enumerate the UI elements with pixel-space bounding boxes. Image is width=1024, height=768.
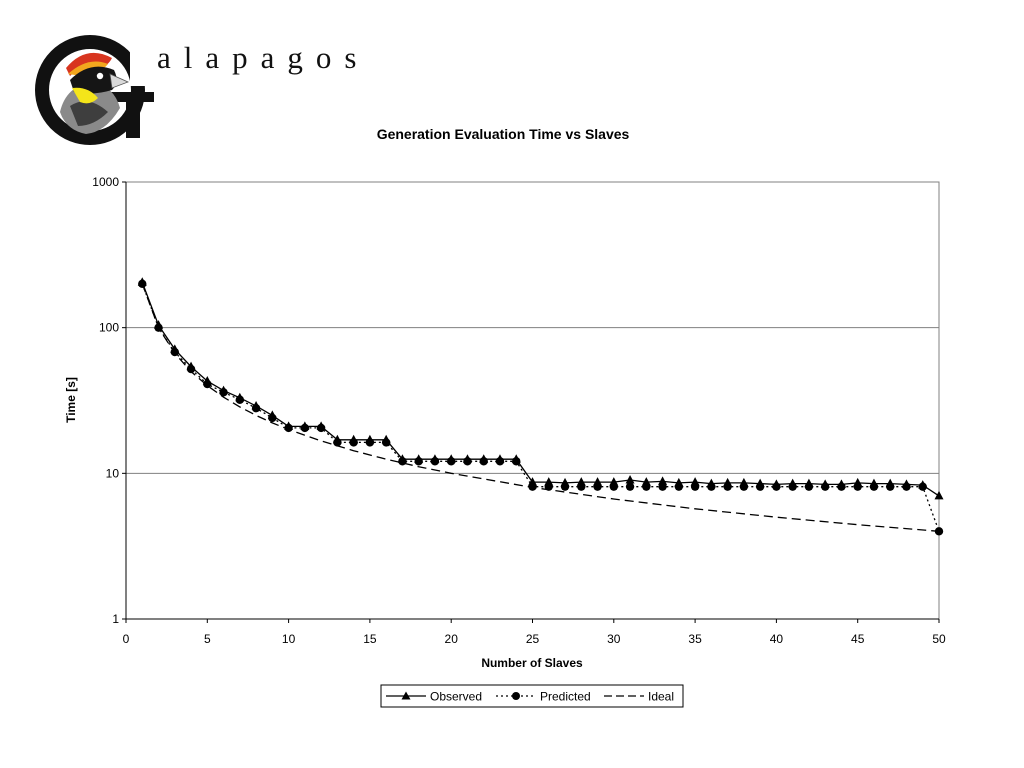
point-observed — [544, 477, 554, 486]
point-observed — [804, 478, 814, 488]
x-axis-label: Number of Slaves — [481, 656, 583, 670]
logo-bird-cheek — [72, 87, 98, 104]
point-observed — [788, 478, 798, 488]
point-observed — [593, 477, 603, 486]
x-tick-label: 25 — [526, 632, 540, 646]
brand-name: alapagos — [157, 40, 370, 75]
logo-g-ring — [35, 35, 145, 145]
point-observed — [137, 277, 147, 286]
x-tick-label: 15 — [363, 632, 377, 646]
point-predicted — [625, 482, 635, 491]
logo-g-bar — [108, 92, 154, 138]
point-observed — [267, 410, 277, 419]
point-observed — [219, 385, 229, 395]
point-observed — [690, 477, 700, 486]
logo-bird-eye — [96, 72, 104, 80]
series-layer — [137, 277, 944, 536]
point-observed — [300, 421, 310, 430]
grid-lines — [126, 327, 939, 474]
point-observed — [901, 479, 911, 488]
point-observed — [869, 478, 879, 488]
point-observed — [609, 477, 619, 486]
x-tick-label: 0 — [123, 632, 130, 646]
point-observed — [560, 477, 570, 487]
x-tick-label: 30 — [607, 632, 621, 646]
point-observed — [625, 474, 635, 484]
point-observed — [235, 392, 245, 402]
point-observed — [365, 434, 375, 444]
x-tick-label: 5 — [204, 632, 211, 646]
point-observed — [446, 454, 456, 463]
point-observed — [641, 477, 651, 486]
point-observed — [755, 478, 765, 488]
point-observed — [853, 477, 863, 487]
point-observed — [462, 454, 472, 463]
series-line-ideal — [141, 283, 940, 532]
x-tick-label: 10 — [282, 632, 296, 646]
point-observed — [202, 376, 212, 385]
point-observed — [723, 477, 733, 487]
chart-title: Generation Evaluation Time vs Slaves — [377, 126, 630, 142]
logo-g-gap — [130, 48, 160, 86]
x-tick-label: 35 — [688, 632, 702, 646]
chart-legend: Observed Predicted Ideal — [380, 684, 684, 708]
point-observed — [154, 320, 164, 329]
legend-marker-observed — [401, 691, 411, 700]
x-tick-label: 45 — [851, 632, 865, 646]
y-tick-label: 100 — [99, 321, 119, 335]
y-axis-ticks: 1 10 100 1000 — [92, 175, 126, 626]
point-observed — [397, 454, 407, 463]
x-tick-label: 40 — [770, 632, 784, 646]
point-observed — [170, 344, 180, 353]
point-predicted — [934, 527, 944, 536]
y-axis-label: Time [s] — [64, 377, 78, 423]
point-observed — [511, 454, 521, 463]
legend-label-predicted: Predicted — [540, 690, 591, 704]
point-observed — [284, 421, 294, 430]
legend-label-observed: Observed — [430, 690, 482, 704]
point-observed — [658, 476, 668, 485]
series-line-predicted — [141, 283, 940, 532]
y-tick-label: 1000 — [92, 175, 119, 189]
point-observed — [186, 361, 196, 371]
point-observed — [381, 434, 391, 444]
x-axis-ticks: 0 5 10 15 20 25 30 35 40 45 50 — [123, 619, 946, 646]
point-observed — [934, 490, 944, 500]
logo-bird-beak — [109, 73, 130, 89]
plot-area-frame — [125, 181, 940, 620]
logo-bird-wing — [70, 101, 108, 126]
legend-label-ideal: Ideal — [648, 690, 674, 704]
point-observed — [836, 479, 846, 488]
x-tick-label: 20 — [445, 632, 459, 646]
point-observed — [430, 454, 440, 463]
point-observed — [576, 477, 586, 486]
point-observed — [414, 454, 424, 463]
legend-marker-predicted — [512, 692, 520, 700]
point-observed — [674, 477, 684, 487]
series-line-observed — [141, 282, 940, 497]
point-observed — [251, 400, 261, 410]
point-observed — [332, 434, 342, 444]
point-observed — [739, 477, 749, 487]
point-observed — [885, 478, 895, 488]
point-observed — [820, 479, 830, 488]
x-tick-label: 50 — [932, 632, 946, 646]
y-tick-label: 1 — [112, 612, 119, 626]
point-observed — [495, 454, 505, 463]
point-observed — [316, 421, 326, 430]
point-observed — [706, 478, 716, 488]
galapagos-logo — [35, 35, 160, 145]
logo-bird-head — [70, 66, 117, 94]
point-observed — [528, 477, 537, 486]
point-observed — [918, 480, 928, 489]
point-observed — [349, 434, 359, 444]
y-tick-label: 10 — [106, 466, 120, 480]
point-observed — [479, 454, 489, 463]
point-observed — [771, 479, 781, 488]
